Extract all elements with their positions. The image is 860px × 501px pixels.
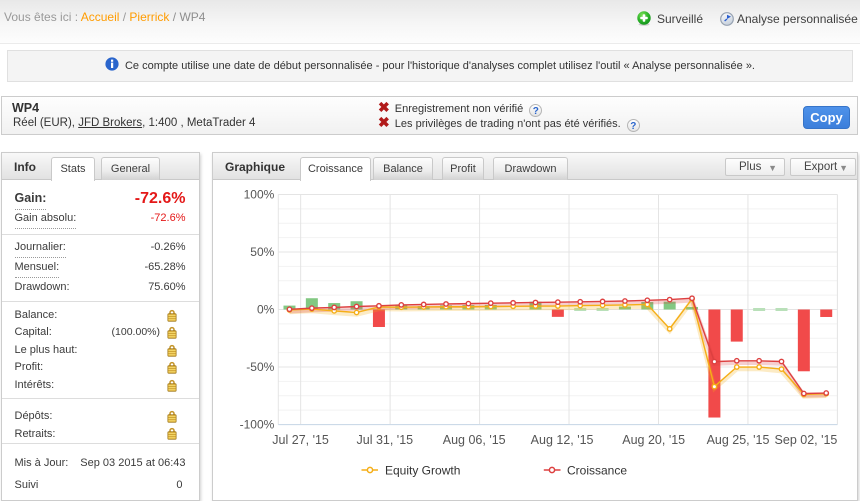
svg-text:100%: 100% (244, 187, 275, 201)
svg-text:50%: 50% (250, 245, 274, 259)
svg-text:Aug 20, '15: Aug 20, '15 (622, 433, 685, 447)
svg-text:Aug 06, '15: Aug 06, '15 (443, 433, 506, 447)
svg-text:Equity Growth: Equity Growth (385, 464, 460, 478)
svg-text:Croissance: Croissance (567, 464, 627, 478)
svg-text:-50%: -50% (246, 360, 274, 374)
svg-text:Sep 02, '15: Sep 02, '15 (775, 433, 838, 447)
svg-text:0%: 0% (257, 303, 275, 317)
svg-text:Jul 31, '15: Jul 31, '15 (357, 433, 414, 447)
svg-text:Aug 12, '15: Aug 12, '15 (531, 433, 594, 447)
svg-text:-100%: -100% (240, 418, 275, 432)
svg-text:Jul 27, '15: Jul 27, '15 (272, 433, 329, 447)
svg-text:Aug 25, '15: Aug 25, '15 (707, 433, 770, 447)
